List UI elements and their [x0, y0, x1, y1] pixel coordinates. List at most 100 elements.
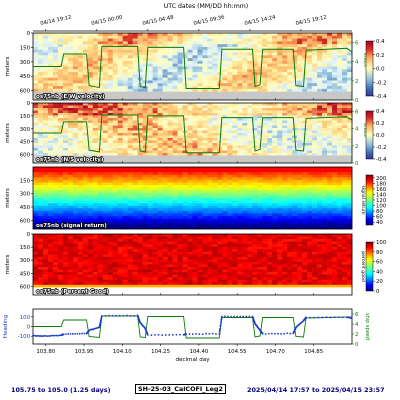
heatmap-cell — [342, 35, 348, 39]
heatmap-cell — [272, 218, 278, 222]
heatmap-cell — [42, 35, 49, 39]
heatmap-cell — [297, 91, 303, 95]
heatmap-cell — [202, 69, 208, 73]
heatmap-cell — [167, 118, 173, 121]
heatmap-cell — [87, 103, 94, 106]
heatmap-cell — [227, 105, 233, 109]
heatmap-cell — [112, 41, 119, 45]
heatmap-cell — [247, 128, 253, 131]
heatmap-cell — [52, 198, 59, 201]
heatmap-cell — [102, 108, 109, 111]
heatmap-cell — [142, 120, 148, 124]
heatmap-cell — [167, 69, 173, 73]
heatmap-cell — [322, 128, 328, 131]
heatmap-cell — [322, 205, 328, 209]
heatmap-cell — [92, 158, 99, 161]
heatmap-cell — [197, 190, 203, 194]
heatmap-cell — [232, 49, 238, 53]
heatmap-cell — [72, 105, 79, 109]
heatmap-cell — [102, 49, 109, 53]
heatmap-cell — [72, 46, 79, 51]
heatmap-cell — [347, 105, 353, 109]
heatmap-cell — [112, 123, 119, 126]
heatmap-cell — [297, 69, 303, 73]
heatmap-cell — [167, 160, 173, 164]
heatmap-cell — [277, 133, 283, 136]
heatmap-cell — [147, 105, 153, 109]
heatmap-cell — [287, 86, 293, 90]
heatmap-cell — [227, 143, 233, 146]
heatmap-cell — [102, 83, 109, 87]
heatmap-cell — [297, 150, 303, 154]
heatmap-cell — [182, 115, 188, 119]
heatmap-cell — [87, 41, 94, 45]
heatmap-cell — [237, 172, 243, 176]
heatmap-cell — [157, 46, 163, 51]
heatmap-cell — [257, 185, 263, 188]
heatmap-cell — [222, 172, 228, 176]
heatmap-cell — [57, 274, 64, 278]
heatmap-cell — [117, 58, 124, 62]
heatmap-cell — [57, 123, 64, 126]
heatmap-cell — [102, 69, 109, 73]
heatmap-cell — [277, 94, 283, 98]
heatmap-cell — [287, 160, 293, 164]
heatmap-cell — [187, 174, 193, 178]
heatmap-cell — [132, 58, 138, 62]
heatmap-cell — [107, 145, 114, 149]
heatmap-cell — [157, 69, 163, 73]
heatmap-cell — [72, 259, 79, 263]
heatmap-cell — [317, 38, 323, 42]
heatmap-cell — [222, 130, 228, 134]
heatmap-cell — [267, 223, 273, 227]
heatmap-cell — [42, 133, 49, 136]
heatmap-cell — [257, 44, 263, 48]
heatmap-cell — [222, 158, 228, 161]
heatmap-cell — [287, 133, 293, 136]
heatmap-cell — [192, 110, 198, 114]
heatmap-cell — [82, 190, 89, 194]
heatmap-cell — [162, 218, 168, 222]
heatmap-cell — [322, 38, 328, 42]
heatmap-cell — [322, 190, 328, 194]
heatmap-cell — [232, 94, 238, 98]
heatmap-cell — [92, 91, 99, 95]
heatmap-cell — [47, 239, 54, 242]
heatmap-cell — [157, 58, 163, 62]
heatmap-cell — [212, 218, 218, 222]
heatmap-cell — [247, 216, 253, 219]
heatmap-cell — [277, 80, 283, 84]
heatmap-cell — [42, 155, 49, 159]
heatmap-cell — [187, 223, 193, 227]
heatmap-cell — [122, 35, 128, 39]
heatmap-cell — [287, 216, 293, 219]
heatmap-cell — [87, 120, 94, 124]
heatmap-cell — [217, 83, 223, 87]
heatmap-cell — [292, 192, 298, 196]
heatmap-cell — [52, 150, 59, 154]
heatmap-cell — [102, 105, 109, 109]
heatmap-cell — [42, 86, 49, 90]
heatmap-cell — [87, 80, 94, 84]
heatmap-cell — [152, 169, 158, 173]
heatmap-cell — [117, 143, 124, 146]
heatmap-cell — [62, 83, 69, 87]
heatmap-cell — [227, 35, 233, 39]
heatmap-cell — [197, 208, 203, 212]
heatmap-cell — [327, 105, 333, 109]
heatmap-cell — [77, 213, 84, 217]
heatmap-cell — [192, 190, 198, 194]
heatmap-cell — [33, 179, 39, 183]
heatmap-cell — [247, 158, 253, 161]
heatmap-cell — [292, 160, 298, 164]
heatmap-cell — [37, 125, 44, 129]
heatmap-cell — [162, 133, 168, 136]
heatmap-cell — [222, 218, 228, 222]
heatmap-cell — [202, 41, 208, 45]
heatmap-cell — [37, 177, 44, 181]
heatmap-cell — [182, 160, 188, 164]
heatmap-cell — [272, 86, 278, 90]
heatmap-cell — [97, 97, 104, 101]
heatmap-cell — [262, 66, 268, 70]
heatmap-cell — [137, 66, 143, 70]
